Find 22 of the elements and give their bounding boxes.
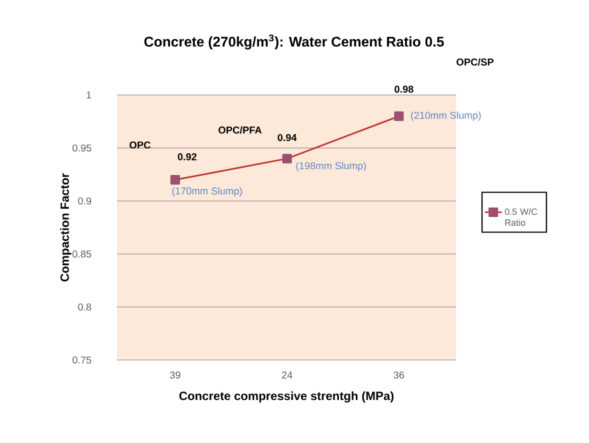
data-label: 0.92 [178, 153, 196, 160]
annotation: (198mm Slump) [296, 162, 366, 172]
y-tick-label: 0.75 [72, 356, 92, 364]
legend-label: 0.5 W/C Ratio [504, 208, 538, 226]
y-tick-label: 0.9 [78, 197, 92, 205]
annotation: (170mm Slump) [172, 187, 242, 196]
x-tick-label: 39 [170, 371, 180, 379]
data-label: 0.94 [278, 134, 297, 142]
y-axis-title: Compaction Factor [60, 173, 72, 282]
chart-title: Concrete (270kg/m$^{3}$): Water Cement Ratio 0.5 [144, 34, 444, 50]
y-tick-label: 0.85 [72, 250, 92, 258]
x-tick-label: 36 [394, 371, 404, 379]
data-label: 0.98 [394, 86, 414, 93]
y-tick-label: 0.95 [72, 144, 92, 152]
y-tick-label: 0.8 [78, 303, 92, 311]
y-tick-label: 1 [86, 92, 92, 98]
x-axis-title: Concrete compressive strentgh (MPa) [179, 391, 394, 403]
annotation: OPC [130, 141, 151, 149]
annotation: (210mm Slump) [411, 112, 481, 121]
x-tick-label: 24 [282, 371, 292, 378]
text: OPC/SP [456, 58, 494, 66]
annotation: OPC/PFA [218, 126, 262, 134]
